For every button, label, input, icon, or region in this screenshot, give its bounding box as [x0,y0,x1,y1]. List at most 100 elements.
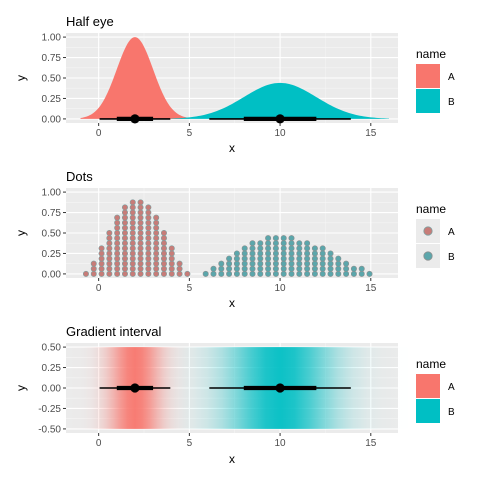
dot-a [145,240,152,247]
dot-a [98,255,105,262]
dot-a [114,224,121,231]
dot-a [114,240,121,247]
dot-b [311,250,318,257]
dot-a [153,219,160,226]
y-ticks: 0.00 0.25 0.50 0.75 1.00 [42,188,66,280]
y-axis-title: y [14,385,28,391]
dot-a [121,240,128,247]
dot-b [350,270,357,277]
dot-b [343,265,350,272]
legend-key-a [423,226,433,236]
dot-b [272,250,279,257]
dot-b [226,265,233,272]
y-ticks: 0.50 0.25 0.00 -0.25 -0.50 [38,343,66,435]
plot-marks [80,37,389,124]
dot-b [288,260,295,267]
dot-b [257,240,264,247]
dot-b [233,270,240,277]
dot-b [241,270,248,277]
dot-b [249,250,256,257]
dot-a [114,230,121,237]
grid [66,188,398,278]
dot-b [311,270,318,277]
dot-b [226,260,233,267]
dot-a [137,199,144,206]
x-axis-title: x [229,141,235,155]
dot-a [137,209,144,216]
y-tick-label: 0.00 [42,114,62,125]
dot-b [319,250,326,257]
point-estimate-b [275,383,285,393]
dot-b [241,245,248,252]
dot-b [335,260,342,267]
plot-marks [62,347,426,429]
dot-b [335,270,342,277]
dot-a [121,214,128,221]
dot-b [296,255,303,262]
x-tick-label: 10 [275,283,287,294]
dot-a [145,260,152,267]
dot-a [145,270,152,277]
dot-a [153,270,160,277]
dot-b [311,255,318,262]
dot-b [249,240,256,247]
x-tick-label: 10 [275,438,287,449]
y-tick-label: 0.50 [42,343,62,354]
dot-a [145,224,152,231]
dot-b [233,260,240,267]
dot-a [106,245,113,252]
dot-a [153,214,160,221]
panel-dots: Dots 0.00 0.25 0.50 0.75 1.00 0 5 10 15 x y nam… [14,169,455,310]
dot-a [153,260,160,267]
dot-a [114,214,121,221]
y-tick-label: 1.00 [42,188,62,199]
x-tick-label: 0 [96,283,102,294]
dot-a [160,265,167,272]
dot-a [106,230,113,237]
dot-b [233,265,240,272]
y-tick-label: 0.25 [42,249,62,260]
plot-marks [82,199,373,277]
dot-b [350,265,357,272]
dot-a [82,270,89,277]
dot-a [129,199,136,206]
dot-b [304,250,311,257]
dot-b [249,255,256,262]
y-tick-label: 0.50 [42,74,62,85]
dot-b [272,255,279,262]
legend: name A B [416,357,455,423]
x-tick-label: 15 [365,283,377,294]
dot-a [129,240,136,247]
y-tick-label: -0.25 [38,404,61,415]
dot-b [311,265,318,272]
dot-b [218,270,225,277]
dot-b [358,270,365,277]
x-axis-title: x [229,452,235,466]
dot-a [153,230,160,237]
dot-b [272,245,279,252]
dot-b [241,265,248,272]
dot-a [121,219,128,226]
dot-b [265,235,272,242]
y-tick-label: 0.50 [42,229,62,240]
dot-a [145,265,152,272]
dot-b [327,260,334,267]
dot-b [304,240,311,247]
dot-b [304,265,311,272]
dot-b [319,245,326,252]
legend-label-b: B [448,407,455,418]
y-tick-label: 0.00 [42,384,62,395]
dot-a [137,230,144,237]
y-tick-label: -0.50 [38,424,61,435]
dot-a [121,224,128,231]
dot-b [265,255,272,262]
dot-b [257,255,264,262]
dot-a [98,245,105,252]
dot-a [121,260,128,267]
dot-a [114,250,121,257]
legend-key-b [423,251,433,261]
dot-b [319,270,326,277]
dot-b [233,255,240,262]
dot-a [168,255,175,262]
